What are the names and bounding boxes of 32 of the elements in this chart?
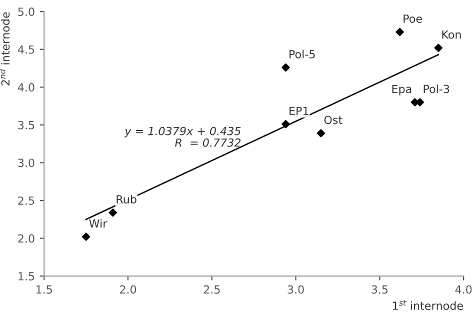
y-tick-label: 1.5: [18, 272, 34, 280]
y-tick-label: 2.5: [18, 196, 34, 205]
annotation: Poe: [404, 14, 422, 23]
annotation: Ost: [324, 116, 342, 124]
annotation: Pol-5: [290, 50, 315, 58]
x-tick-label: 2.5: [204, 285, 220, 294]
y-tick-label: 3.0: [18, 158, 34, 168]
annotation: Kon: [442, 30, 461, 39]
x-tick-label: 3.0: [288, 285, 304, 294]
x-tick-label: 2.0: [120, 285, 136, 294]
point: [316, 129, 326, 138]
point: [82, 232, 90, 241]
annotation: Pol-3: [424, 84, 450, 94]
point: [396, 28, 404, 36]
y-tick-label: 4.5: [18, 45, 34, 54]
point: [282, 63, 290, 72]
x-tick-label: 1.5: [36, 285, 52, 294]
annotation: Wir: [89, 219, 108, 228]
y-tick-label: 4.0: [18, 83, 34, 92]
point: [108, 208, 117, 217]
y-tick-label: 2.0: [18, 234, 34, 243]
y-tick-label: 3.5: [18, 120, 34, 130]
annotation: Epa: [392, 84, 412, 96]
x-axis-title: 1$^{st}$ internode: [393, 300, 463, 310]
point: [434, 44, 442, 52]
point: [282, 120, 290, 128]
x-tick-label: 4.0: [455, 285, 472, 294]
x-tick-label: 3.5: [372, 285, 388, 294]
annotation: Rub: [116, 194, 136, 204]
y-tick-label: 5.0: [18, 8, 34, 16]
annotation: EP1: [290, 106, 308, 115]
annotation: y = 1.0379x + 0.435 R = 0.7732: [124, 126, 241, 147]
